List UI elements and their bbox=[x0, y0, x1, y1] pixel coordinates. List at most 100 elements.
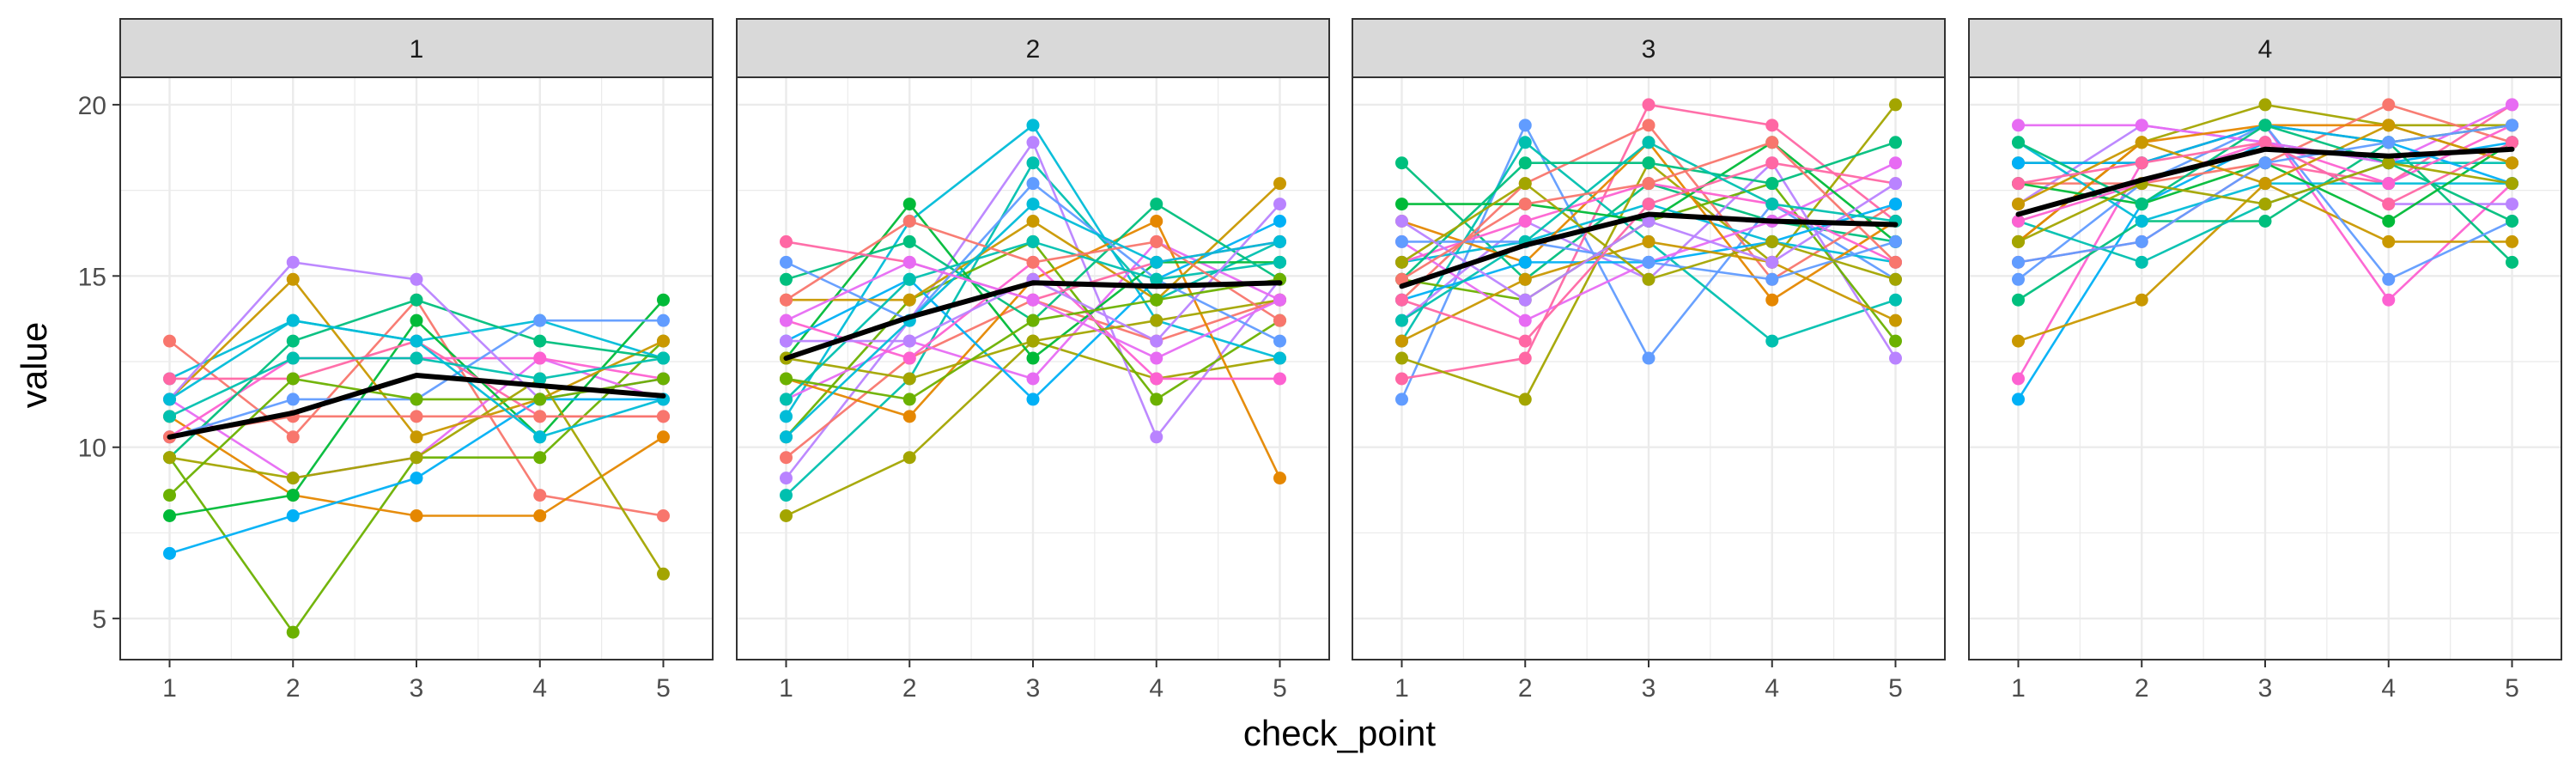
data-point bbox=[163, 546, 176, 560]
data-point bbox=[1889, 177, 1902, 191]
data-point bbox=[1026, 136, 1040, 149]
x-tick-label: 4 bbox=[532, 674, 547, 703]
data-point bbox=[2382, 177, 2396, 191]
data-point bbox=[1395, 234, 1408, 248]
data-point bbox=[1765, 234, 1779, 248]
x-tick-label: 1 bbox=[162, 674, 177, 703]
data-point bbox=[1395, 156, 1408, 170]
data-point bbox=[1150, 351, 1163, 365]
data-point bbox=[1642, 156, 1656, 170]
facet-panel-3: 3 1 2 3 4 5 bbox=[1352, 18, 1946, 703]
data-point bbox=[286, 489, 300, 502]
data-point bbox=[1273, 472, 1286, 485]
data-point bbox=[163, 334, 176, 348]
data-point bbox=[1026, 372, 1040, 386]
data-point bbox=[1518, 156, 1532, 170]
data-point bbox=[657, 567, 670, 581]
data-point bbox=[1889, 293, 1902, 307]
data-point bbox=[410, 293, 423, 307]
data-point bbox=[533, 430, 547, 444]
data-point bbox=[2135, 234, 2148, 248]
data-point bbox=[2506, 98, 2518, 112]
data-point bbox=[163, 393, 176, 406]
data-point bbox=[286, 334, 300, 348]
data-point bbox=[533, 372, 547, 386]
data-point bbox=[1150, 272, 1163, 286]
data-point bbox=[410, 410, 423, 423]
data-point bbox=[1395, 255, 1408, 269]
x-axis-title: check_point bbox=[1243, 713, 1436, 753]
data-point bbox=[1642, 255, 1656, 269]
facet-panels: 1 1 2 3 4 5 5 10 15 20 2 1 2 3 4 5 3 1 2 3 4 5 4 1 2 3 4 5 bbox=[78, 18, 2562, 703]
data-point bbox=[2506, 198, 2518, 211]
data-point bbox=[1150, 372, 1163, 386]
data-point bbox=[1026, 334, 1040, 348]
data-point bbox=[902, 272, 916, 286]
data-point bbox=[1518, 136, 1532, 149]
data-point bbox=[1889, 351, 1902, 365]
data-point bbox=[1765, 156, 1779, 170]
y-tick-label: 10 bbox=[78, 435, 106, 463]
data-point bbox=[2135, 198, 2148, 211]
data-point bbox=[780, 234, 793, 248]
data-point bbox=[780, 313, 793, 327]
facet-strip bbox=[1968, 18, 2562, 78]
data-point bbox=[1273, 215, 1286, 228]
data-point bbox=[2135, 119, 2148, 132]
data-point bbox=[780, 451, 793, 465]
data-point bbox=[2012, 215, 2025, 228]
x-tick-label: 5 bbox=[1273, 674, 1287, 703]
data-point bbox=[902, 451, 916, 465]
data-point bbox=[1765, 272, 1779, 286]
data-point bbox=[1765, 334, 1779, 348]
data-point bbox=[2012, 156, 2025, 170]
data-point bbox=[2012, 177, 2025, 191]
data-point bbox=[1273, 334, 1286, 348]
data-point bbox=[1765, 177, 1779, 191]
data-point bbox=[1395, 334, 1408, 348]
data-point bbox=[2382, 119, 2396, 132]
data-point bbox=[286, 393, 300, 406]
data-point bbox=[1150, 255, 1163, 269]
data-point bbox=[1150, 234, 1163, 248]
data-point bbox=[1642, 119, 1656, 132]
data-point bbox=[780, 255, 793, 269]
data-point bbox=[780, 489, 793, 502]
data-point bbox=[780, 372, 793, 386]
data-point bbox=[1889, 272, 1902, 286]
data-point bbox=[780, 334, 793, 348]
x-tick-label: 1 bbox=[1394, 674, 1409, 703]
data-point bbox=[902, 255, 916, 269]
data-point bbox=[2258, 98, 2272, 112]
data-point bbox=[2258, 136, 2272, 149]
data-point bbox=[2382, 198, 2396, 211]
data-point bbox=[1642, 136, 1656, 149]
data-point bbox=[657, 410, 670, 423]
data-point bbox=[2506, 136, 2518, 149]
data-point bbox=[2012, 272, 2025, 286]
data-point bbox=[1026, 215, 1040, 228]
data-point bbox=[780, 293, 793, 307]
data-point bbox=[1765, 255, 1779, 269]
data-point bbox=[286, 430, 300, 444]
data-point bbox=[533, 489, 547, 502]
data-point bbox=[1518, 177, 1532, 191]
data-point bbox=[533, 393, 547, 406]
x-tick-label: 3 bbox=[1026, 674, 1041, 703]
data-point bbox=[410, 472, 423, 485]
data-point bbox=[902, 215, 916, 228]
data-point bbox=[1642, 272, 1656, 286]
facet-panel-4: 4 1 2 3 4 5 bbox=[1968, 18, 2562, 703]
data-point bbox=[657, 430, 670, 444]
data-point bbox=[2135, 255, 2148, 269]
data-point bbox=[1889, 98, 1902, 112]
data-point bbox=[657, 313, 670, 327]
x-tick-label: 2 bbox=[286, 674, 301, 703]
data-point bbox=[2382, 272, 2396, 286]
data-point bbox=[2382, 98, 2396, 112]
data-point bbox=[1026, 393, 1040, 406]
data-point bbox=[902, 372, 916, 386]
data-point bbox=[1642, 198, 1656, 211]
data-point bbox=[1026, 198, 1040, 211]
data-point bbox=[902, 410, 916, 423]
